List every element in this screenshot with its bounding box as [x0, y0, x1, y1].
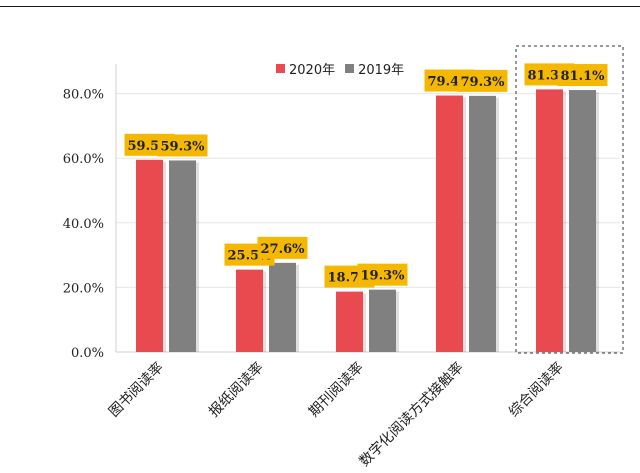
top-rule-line [0, 6, 640, 7]
y-tick-label: 80.0% [63, 88, 104, 103]
data-label-background [357, 263, 408, 286]
data-label-background [257, 236, 308, 259]
legend-item-2019: 2019年 [345, 59, 404, 78]
legend-swatch-2019 [345, 63, 355, 73]
bar [336, 291, 363, 352]
data-label: 79.3% [460, 75, 505, 90]
bar [536, 89, 563, 352]
bar [136, 159, 163, 352]
data-label: 81.1% [560, 69, 605, 84]
x-tick-label: 图书阅读率 [105, 359, 167, 421]
legend-label-2020: 2020年 [289, 62, 336, 78]
legend: 2020年 2019年 [276, 59, 404, 78]
highlight-box [515, 45, 624, 354]
bars [136, 89, 599, 353]
legend-item-2020: 2020年 [276, 59, 335, 78]
legend-label-2019: 2019年 [358, 62, 405, 78]
x-tick-label: 期刊阅读率 [305, 359, 367, 421]
y-tick-label: 60.0% [63, 152, 104, 167]
bar [236, 269, 263, 352]
data-label-background [157, 134, 208, 157]
bar [269, 262, 296, 352]
legend-swatch-2020 [276, 63, 285, 73]
x-tick-label: 数字化阅读方式接触率 [356, 359, 467, 470]
data-label: 19.3% [360, 269, 405, 284]
data-label-background [457, 69, 508, 92]
bar [369, 289, 396, 352]
data-label: 27.6% [260, 242, 305, 257]
bar [469, 95, 496, 353]
bar [569, 90, 596, 352]
data-labels: 59.5%59.3%25.5%27.6%18.7%19.3%79.4%79.3%… [124, 63, 608, 288]
x-tick-label: 报纸阅读率 [205, 359, 267, 421]
x-tick-label: 综合阅读率 [505, 359, 567, 421]
data-label-background [557, 64, 608, 87]
y-axis-tick-labels: 0.0% 20.0% 40.0% 60.0% 80.0% [63, 88, 104, 361]
y-tick-label: 0.0% [71, 346, 104, 361]
data-label: 59.3% [160, 139, 205, 154]
y-tick-label: 20.0% [63, 281, 104, 296]
bar [169, 160, 196, 352]
bar [436, 95, 463, 353]
y-tick-label: 40.0% [63, 217, 104, 232]
highlight-dashed-box [515, 45, 624, 354]
